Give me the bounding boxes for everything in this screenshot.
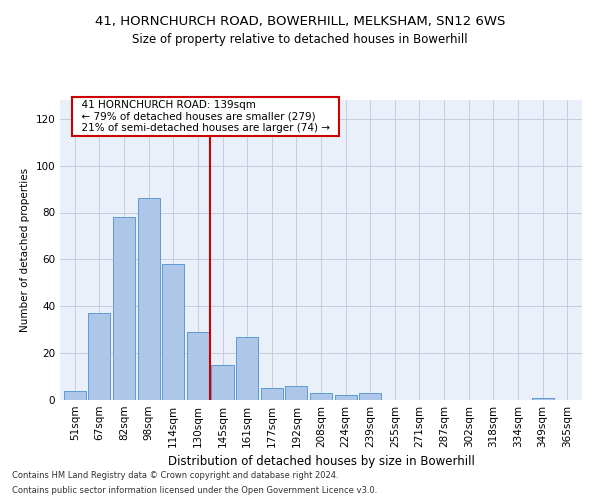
Bar [359,393,382,400]
Bar [335,396,357,400]
Bar [211,365,233,400]
Bar [236,336,258,400]
Y-axis label: Number of detached properties: Number of detached properties [20,168,30,332]
Bar [64,390,86,400]
Text: Contains public sector information licensed under the Open Government Licence v3: Contains public sector information licen… [12,486,377,495]
Text: 41 HORNCHURCH ROAD: 139sqm  
  ← 79% of detached houses are smaller (279)  
  21: 41 HORNCHURCH ROAD: 139sqm ← 79% of deta… [75,100,336,133]
Bar [137,198,160,400]
Bar [285,386,307,400]
Bar [162,264,184,400]
Text: Size of property relative to detached houses in Bowerhill: Size of property relative to detached ho… [132,32,468,46]
Bar [532,398,554,400]
Bar [260,388,283,400]
Text: Contains HM Land Registry data © Crown copyright and database right 2024.: Contains HM Land Registry data © Crown c… [12,471,338,480]
Bar [310,393,332,400]
Text: 41, HORNCHURCH ROAD, BOWERHILL, MELKSHAM, SN12 6WS: 41, HORNCHURCH ROAD, BOWERHILL, MELKSHAM… [95,15,505,28]
X-axis label: Distribution of detached houses by size in Bowerhill: Distribution of detached houses by size … [167,456,475,468]
Bar [187,332,209,400]
Bar [113,217,135,400]
Bar [88,314,110,400]
